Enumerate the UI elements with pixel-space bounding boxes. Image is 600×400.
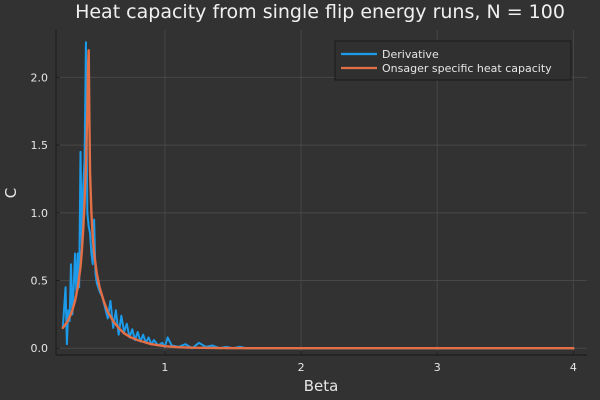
series-group — [61, 41, 575, 350]
x-tick-label-0: 1 — [161, 361, 168, 374]
tick-labels: 1 2 3 4 0.0 0.5 1.0 1.5 2.0 — [31, 71, 577, 374]
legend-label-onsager: Onsager specific heat capacity — [382, 62, 552, 75]
x-tick-label-1: 2 — [298, 361, 305, 374]
y-axis-label: C — [2, 188, 20, 198]
chart-title: Heat capacity from single flip energy ru… — [75, 1, 565, 23]
x-tick-label-2: 3 — [434, 361, 441, 374]
legend-label-derivative: Derivative — [382, 48, 439, 61]
x-tick-label-3: 4 — [570, 361, 577, 374]
plot-area — [56, 30, 587, 355]
legend-box — [334, 40, 572, 81]
y-tick-label-3: 1.5 — [31, 139, 49, 152]
legend: Derivative Onsager specific heat capacit… — [334, 40, 572, 81]
x-axis-label: Beta — [304, 377, 339, 395]
y-tick-label-2: 1.0 — [31, 207, 49, 220]
axes — [55, 30, 587, 356]
y-tick-label-4: 2.0 — [31, 71, 49, 84]
y-tick-label-1: 0.5 — [31, 275, 49, 288]
series-line-onsager — [61, 49, 575, 350]
y-tick-label-0: 0.0 — [31, 342, 49, 355]
